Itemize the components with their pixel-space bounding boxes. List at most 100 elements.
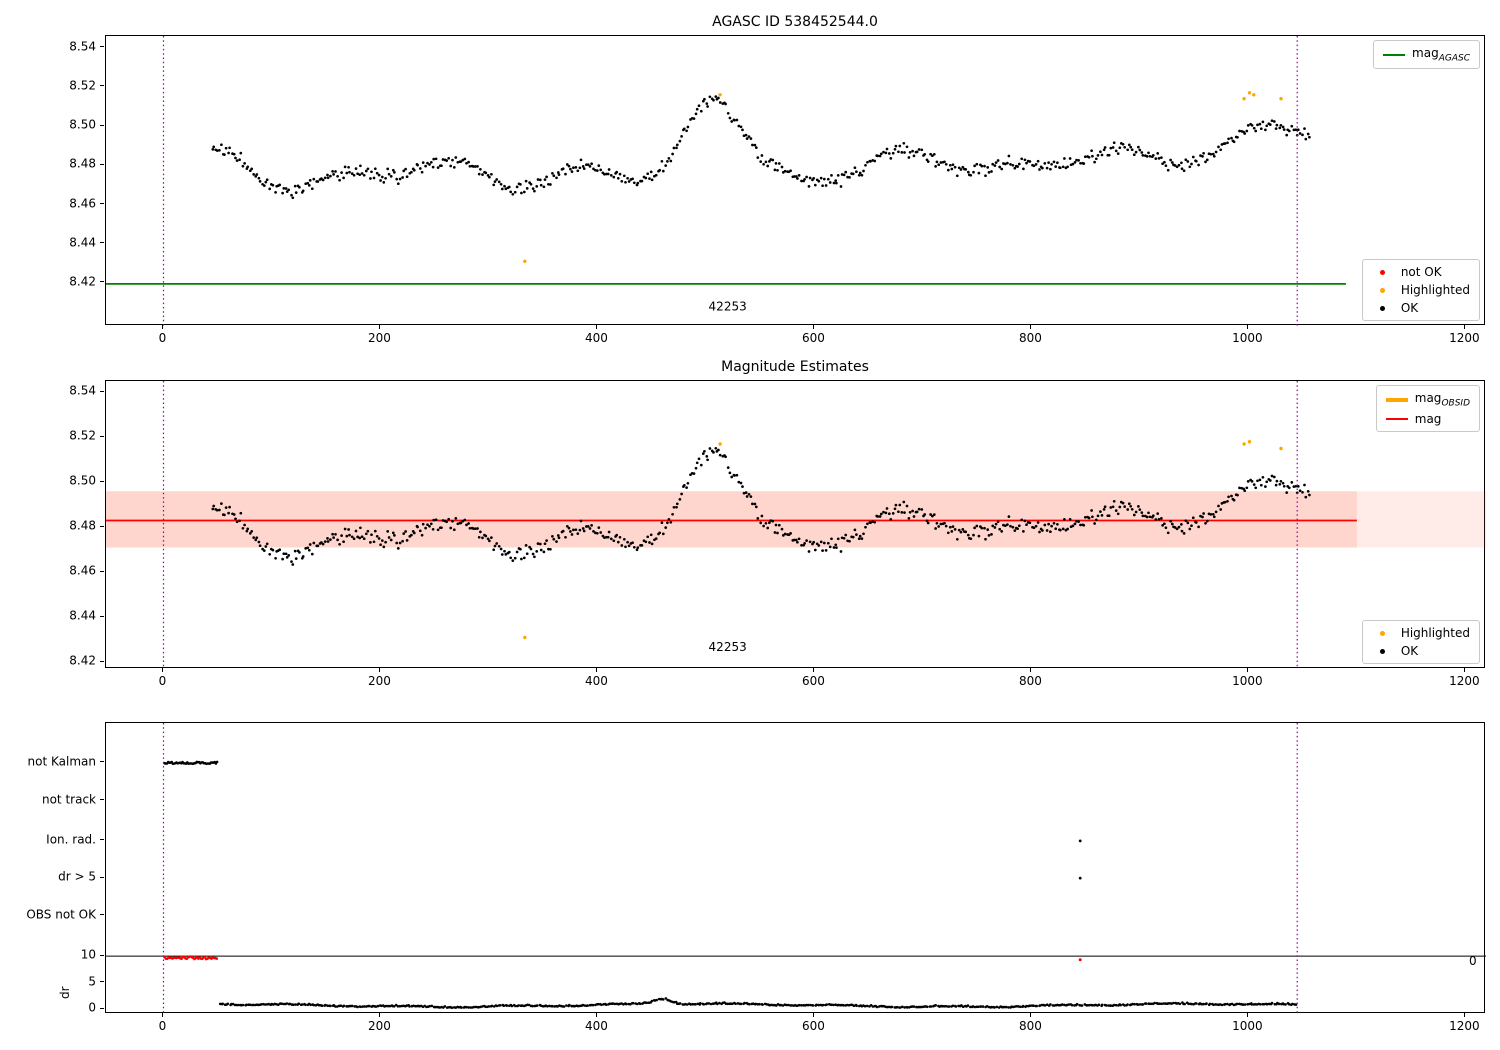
x-tick-mark: [162, 325, 163, 329]
x-tick-mark: [1029, 325, 1031, 329]
legend-label: not OK: [1400, 265, 1442, 279]
legend-item: magOBSID: [1385, 391, 1470, 409]
x-tick-mark: [378, 325, 380, 329]
x-tick-mark: [1463, 1013, 1465, 1017]
x-tick-label: 800: [1018, 674, 1042, 688]
legend-label: Highlighted: [1400, 626, 1470, 640]
x-tick-mark: [812, 325, 814, 329]
x-tick-mark: [1029, 668, 1031, 672]
y-tick-mark: [100, 876, 104, 878]
x-tick-mark: [378, 668, 380, 672]
legend-mag-agasc: magAGASC: [1373, 40, 1480, 70]
ion-rad-point: [1078, 839, 1082, 843]
ax2-canvas: 42253: [106, 381, 1486, 669]
legend-dot-swatch: [1372, 630, 1394, 636]
x-tick-label: 800: [1018, 1019, 1042, 1033]
x-tick-label: 1000: [1232, 1019, 1263, 1033]
y-tick-label: 8.52: [69, 428, 96, 443]
x-tick-label: 600: [801, 674, 825, 688]
y-tick-mark: [100, 281, 104, 283]
x-tick-label: 200: [368, 674, 391, 688]
ax1-canvas: 42253: [106, 36, 1347, 326]
x-tick-mark: [162, 1013, 163, 1017]
y-tick-label: 8.54: [69, 383, 96, 398]
y-tick-label: 8.50: [69, 117, 96, 132]
y-tick-mark: [100, 839, 104, 841]
right-edge-label: 0: [1469, 953, 1477, 968]
y-tick-label: 10: [80, 947, 96, 962]
x-tick-mark: [1246, 325, 1248, 329]
x-tick-label: 600: [801, 331, 825, 345]
obsid-text: 42253: [709, 299, 747, 313]
mag-error-band: [106, 491, 1357, 548]
x-tick-mark: [162, 668, 163, 672]
x-tick-mark: [812, 668, 814, 672]
y-tick-label: dr > 5: [58, 869, 96, 884]
x-tick-label: 400: [585, 674, 608, 688]
y-tick-label: Ion. rad.: [46, 832, 96, 847]
legend-label: magOBSID: [1414, 391, 1470, 409]
y-tick-mark: [100, 954, 104, 956]
x-tick-label: 0: [158, 1019, 167, 1033]
legend-dot-swatch: [1372, 269, 1394, 275]
x-tick-label: 200: [368, 1019, 391, 1033]
y-tick-label: 8.52: [69, 78, 96, 93]
axes-agasc-mag: 42253: [105, 35, 1485, 326]
legend-point-types-2: Highlighted OK: [1361, 620, 1480, 664]
legend-label: OK: [1400, 644, 1419, 658]
plot2-title: Magnitude Estimates: [721, 359, 869, 375]
x-tick-mark: [595, 1013, 597, 1017]
y-tick-label: not Kalman: [27, 754, 96, 769]
x-tick-label: 600: [801, 1019, 825, 1033]
legend-item: mag: [1385, 412, 1442, 427]
x-tick-label: 1200: [1449, 331, 1480, 345]
x-tick-mark: [1029, 1013, 1031, 1017]
legend-point-types-1: not OK Highlighted OK: [1361, 259, 1480, 321]
y-tick-label: 0: [88, 1000, 96, 1015]
y-tick-label: OBS not OK: [26, 907, 96, 922]
y-tick-mark: [100, 799, 104, 801]
legend-item: not OK: [1372, 265, 1442, 279]
y-tick-mark: [100, 914, 104, 916]
x-tick-mark: [595, 668, 597, 672]
y-tick-mark: [100, 390, 104, 392]
mag-error-band-outer: [106, 491, 1486, 548]
x-tick-label: 1000: [1232, 674, 1263, 688]
axes-magnitude-estimates: 42253: [105, 380, 1486, 669]
y-tick-mark: [100, 480, 104, 482]
legend-dot-swatch: [1372, 305, 1394, 311]
x-tick-label: 0: [158, 674, 167, 688]
legend-item: Highlighted: [1372, 626, 1470, 640]
x-tick-mark: [595, 325, 597, 329]
y-tick-mark: [100, 1007, 104, 1009]
legend-item: magAGASC: [1383, 46, 1470, 63]
y-tick-mark: [100, 761, 104, 763]
x-tick-mark: [1246, 668, 1248, 672]
y-tick-label: 8.44: [69, 608, 96, 623]
obsid-text: 42253: [709, 640, 747, 654]
y-tick-label: not track: [41, 792, 96, 807]
y-tick-mark: [100, 124, 104, 126]
y-tick-mark: [100, 570, 104, 572]
legend-item: OK: [1372, 644, 1418, 658]
y-tick-label: 8.46: [69, 195, 96, 210]
dr-axis-label: dr: [58, 986, 72, 999]
y-tick-label: 8.42: [69, 274, 96, 289]
y-tick-mark: [100, 435, 104, 437]
y-tick-mark: [100, 242, 104, 244]
legend-item: Highlighted: [1372, 283, 1470, 297]
y-tick-label: 8.54: [69, 39, 96, 54]
y-tick-mark: [100, 660, 104, 662]
legend-label: mag: [1414, 412, 1442, 427]
x-tick-mark: [1463, 668, 1465, 672]
not-ok-dr-point: [1078, 958, 1082, 962]
y-tick-label: 5: [88, 973, 96, 988]
legend-dot-swatch: [1372, 648, 1394, 654]
x-tick-label: 1200: [1449, 674, 1480, 688]
y-tick-label: 8.46: [69, 563, 96, 578]
x-tick-mark: [812, 1013, 814, 1017]
legend-line-swatch: [1385, 397, 1408, 402]
legend-dot-swatch: [1372, 287, 1394, 293]
y-tick-label: 8.48: [69, 518, 96, 533]
legend-mag-lines: magOBSID mag: [1375, 385, 1480, 433]
